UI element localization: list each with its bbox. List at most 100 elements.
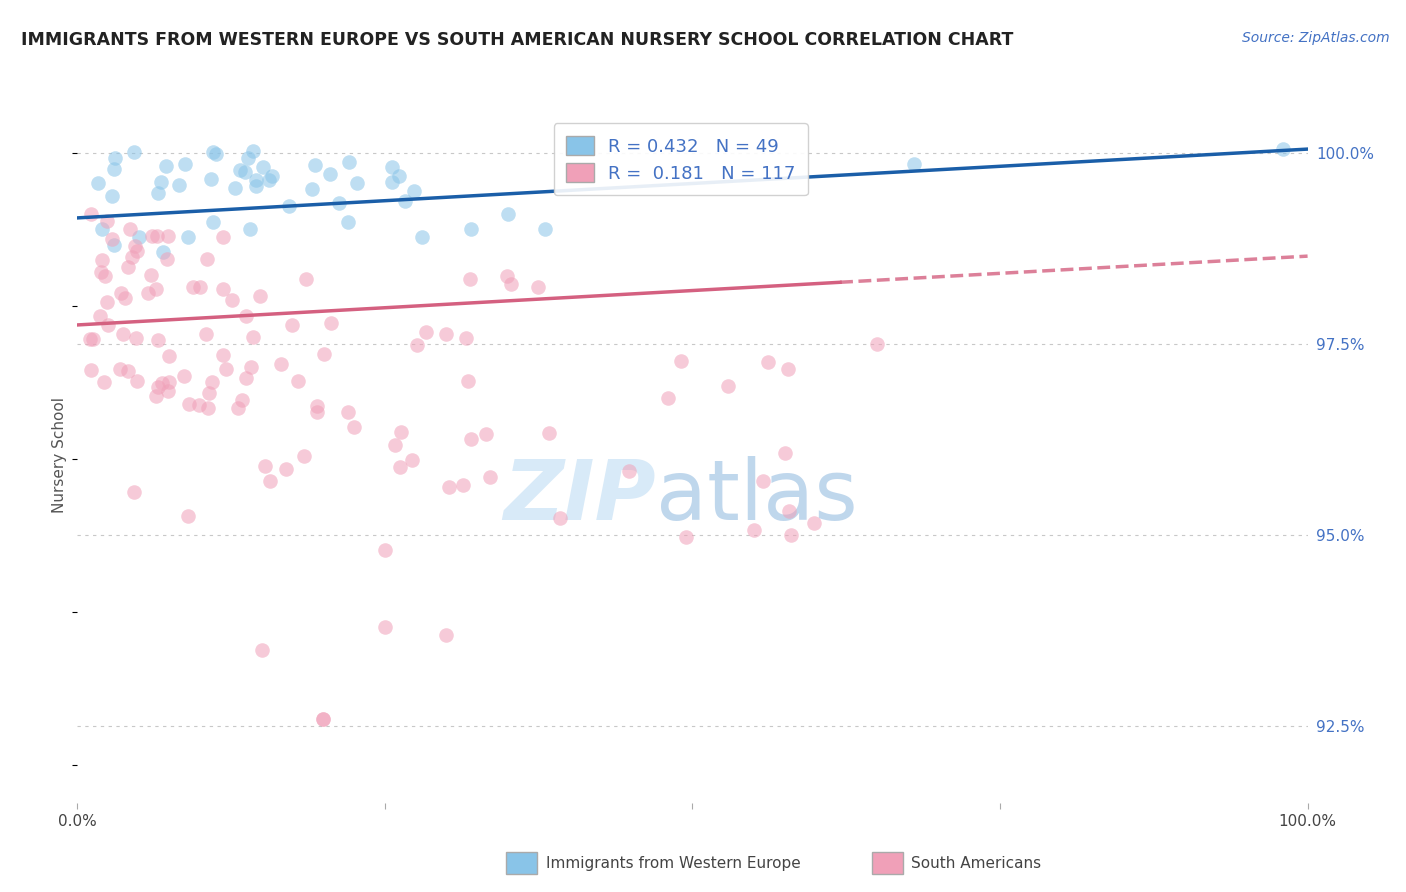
Point	[146, 186, 169, 200]
Point	[200, 172, 222, 186]
Point	[238, 151, 260, 165]
Text: IMMIGRANTS FROM WESTERN EUROPE VS SOUTH AMERICAN NURSERY SCHOOL CORRELATION CHAR: IMMIGRANTS FROM WESTERN EUROPE VS SOUTH …	[21, 31, 1014, 49]
Point	[388, 460, 411, 475]
Point	[229, 163, 252, 178]
Point	[127, 244, 149, 258]
Point	[157, 349, 180, 363]
Point	[108, 362, 131, 376]
Point	[215, 362, 238, 376]
Point	[301, 182, 323, 196]
Point	[122, 145, 145, 159]
Point	[381, 160, 404, 174]
Point	[157, 228, 180, 243]
Point	[127, 374, 149, 388]
Point	[343, 420, 366, 434]
Point	[780, 528, 803, 542]
Point	[122, 485, 145, 500]
Text: Source: ZipAtlas.com: Source: ZipAtlas.com	[1241, 31, 1389, 45]
Point	[278, 199, 301, 213]
Point	[389, 425, 412, 440]
Point	[212, 230, 235, 244]
Point	[337, 215, 360, 229]
Point	[292, 449, 315, 463]
Point	[101, 232, 124, 246]
Point	[181, 280, 204, 294]
Point	[201, 215, 224, 229]
Point	[475, 426, 498, 441]
Point	[82, 332, 104, 346]
Point	[405, 337, 427, 351]
Point	[100, 189, 122, 203]
Point	[319, 167, 342, 181]
Text: atlas: atlas	[655, 456, 858, 537]
Point	[205, 147, 228, 161]
Point	[381, 175, 404, 189]
Point	[117, 260, 139, 274]
Point	[97, 318, 120, 333]
Point	[312, 712, 335, 726]
Point	[274, 462, 297, 476]
Point	[93, 376, 115, 390]
Point	[752, 474, 775, 488]
Point	[319, 316, 342, 330]
Point	[773, 446, 796, 460]
Point	[136, 285, 159, 300]
Point	[240, 360, 263, 375]
Point	[239, 222, 262, 236]
Point	[436, 627, 458, 641]
Point	[778, 504, 800, 518]
Point	[177, 509, 200, 524]
Text: ZIP: ZIP	[503, 456, 655, 537]
Point	[259, 474, 281, 488]
Point	[177, 230, 200, 244]
Point	[120, 221, 142, 235]
Point	[287, 374, 309, 388]
Point	[145, 389, 167, 403]
Point	[756, 354, 779, 368]
Point	[242, 330, 264, 344]
Point	[145, 228, 167, 243]
Legend: R = 0.432   N = 49, R =  0.181   N = 117: R = 0.432 N = 49, R = 0.181 N = 117	[554, 123, 808, 195]
Point	[152, 245, 174, 260]
Point	[139, 268, 162, 282]
Point	[155, 159, 177, 173]
Point	[374, 543, 396, 558]
Point	[404, 184, 426, 198]
Point	[212, 282, 235, 296]
Point	[173, 368, 195, 383]
Point	[434, 327, 457, 342]
Point	[128, 230, 150, 244]
Point	[224, 181, 246, 195]
Point	[394, 194, 416, 208]
Point	[104, 152, 127, 166]
Point	[197, 401, 219, 415]
Point	[141, 229, 163, 244]
Point	[245, 173, 267, 187]
Point	[125, 331, 148, 345]
Point	[235, 309, 257, 323]
Point	[451, 478, 474, 492]
Point	[94, 268, 117, 283]
Point	[534, 222, 557, 236]
Point	[281, 318, 304, 333]
Point	[167, 178, 190, 193]
Point	[195, 252, 218, 266]
Point	[295, 272, 318, 286]
Point	[384, 438, 406, 452]
Point	[496, 207, 519, 221]
Point	[304, 158, 326, 172]
Point	[499, 277, 522, 292]
Point	[388, 169, 411, 184]
Point	[96, 213, 118, 227]
Point	[495, 269, 517, 284]
Point	[146, 380, 169, 394]
Point	[80, 207, 103, 221]
Point	[112, 326, 135, 341]
Point	[260, 169, 283, 184]
Point	[233, 165, 256, 179]
Point	[675, 530, 697, 544]
Point	[201, 375, 224, 389]
Point	[96, 294, 118, 309]
Point	[478, 469, 501, 483]
Point	[312, 712, 335, 726]
